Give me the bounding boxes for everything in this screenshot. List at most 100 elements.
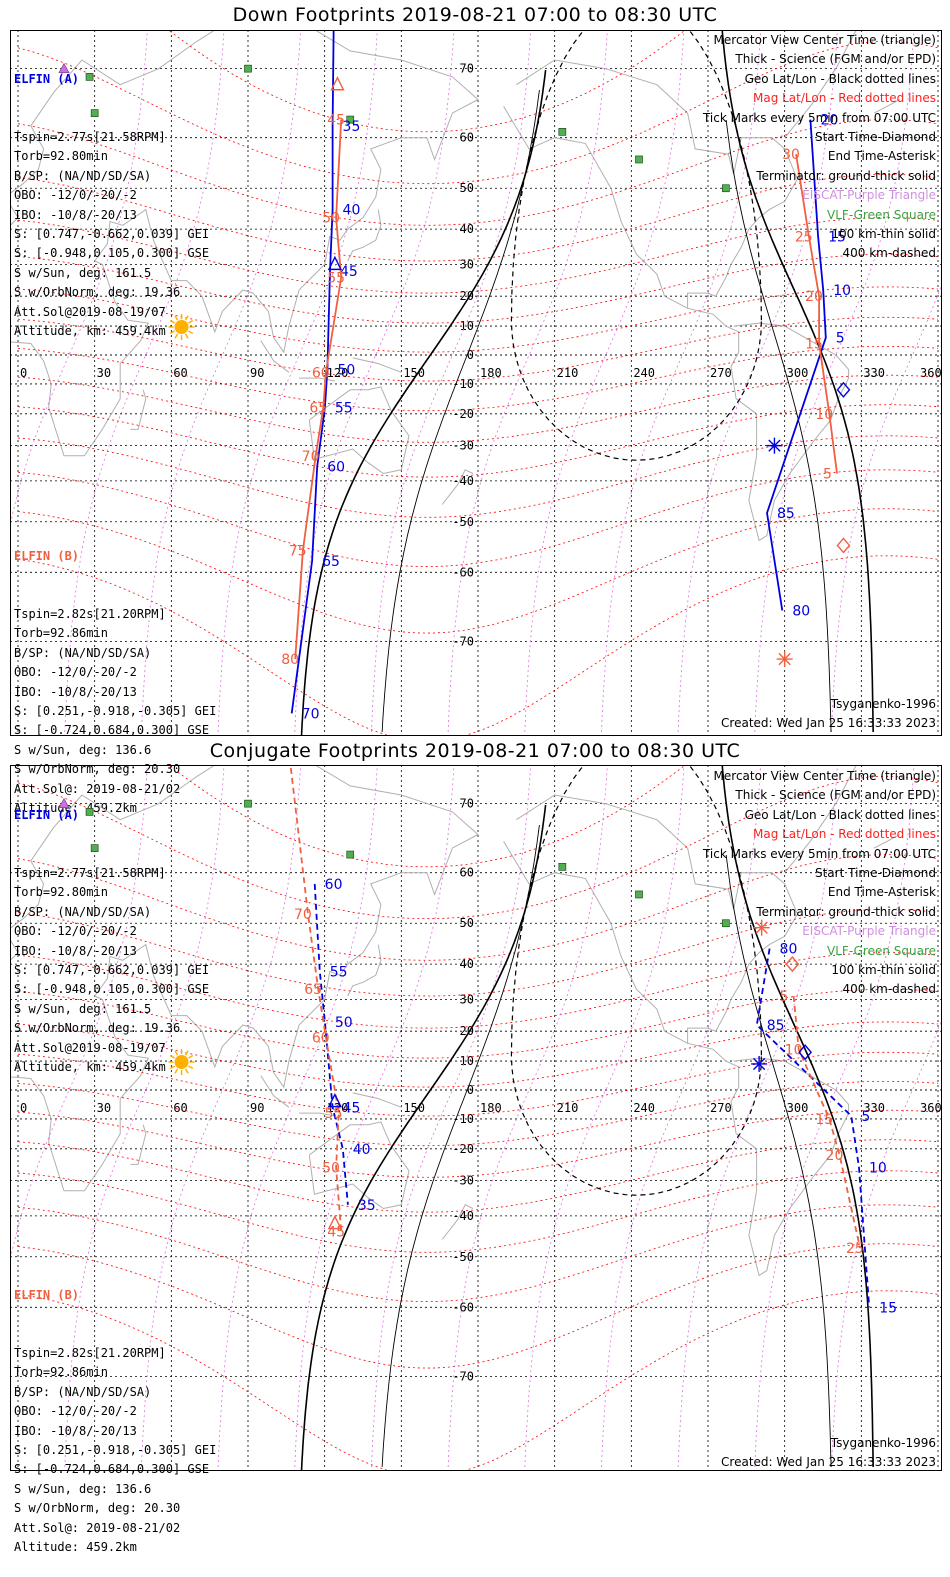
coastline (130, 389, 147, 430)
lat-tick-label: -50 (452, 515, 474, 529)
coastline (10, 260, 150, 457)
coastline (873, 99, 900, 114)
coastline (260, 340, 290, 373)
mag-parallel (17, 508, 939, 634)
track-time-label: 20 (820, 113, 838, 129)
mag-parallel (17, 316, 939, 382)
coastline (347, 944, 382, 997)
track-time-label: 5 (780, 989, 789, 1005)
info-line: Att.Sol@: 2019-08-21/02 (14, 1520, 181, 1535)
mag-parallel (17, 1243, 939, 1369)
coastline (10, 995, 150, 1192)
lon-tick-label: 180 (480, 1101, 502, 1115)
sun-ray (174, 315, 179, 321)
legend-entry: Start Time-Diamond (814, 866, 936, 881)
sun-ray (184, 1050, 189, 1056)
track-time-label: 55 (335, 401, 353, 417)
mag-parallel (17, 1139, 939, 1213)
mag-parallel (17, 119, 939, 226)
elfin-b-end-asterisk (755, 921, 768, 934)
legend-entry: Mag Lat/Lon - Red dotted lines (752, 827, 936, 842)
mag-parallel (17, 374, 939, 443)
track-time-label: 80 (780, 942, 798, 958)
eiscat-triangle (58, 797, 70, 809)
track-time-label: 25 (795, 230, 813, 246)
legend-entry: Terminator: ground-thick solid (756, 904, 936, 919)
info-line: IBO: -10/8/-20/13 (14, 684, 137, 699)
footer-model-down: Tsyganenko-1996 (830, 697, 936, 711)
mag-parallel (17, 217, 939, 294)
lon-tick-label: 300 (787, 1101, 809, 1115)
lon-tick-label: 360 (920, 1101, 942, 1115)
elfin-a-end-asterisk (752, 1057, 766, 1071)
track-time-label: 10 (833, 283, 851, 299)
elfin-a-lines: Tspin=2.77s[21.58RPM] Torb=92.80min B/SP: … (14, 128, 209, 341)
legend-entry: 100 km-thin solid (831, 227, 936, 242)
coastline (347, 209, 382, 262)
mag-parallel (17, 854, 939, 961)
lat-tick-label: 30 (460, 257, 474, 271)
track-time-label: 5 (836, 331, 845, 347)
mag-parallel (167, 30, 686, 133)
track-time-label: 55 (325, 1106, 343, 1122)
elfin-b-track (792, 995, 861, 1249)
track-time-label: 45 (327, 113, 345, 129)
track-time-label: 65 (304, 982, 322, 998)
mag-meridian (600, 30, 762, 736)
legend-entry: 400 km-dashed (842, 246, 936, 261)
mag-meridian (217, 765, 378, 1471)
lon-tick-label: 210 (557, 1101, 579, 1115)
legend-entry: End Time-Asterisk (827, 149, 936, 164)
elfin-b-lines: Tspin=2.82s[21.20RPM] Torb=92.86min B/SP: … (14, 1344, 216, 1557)
info-line: IBO: -10/8/-20/13 (14, 1423, 137, 1438)
elfin-b-start-diamond (785, 956, 800, 973)
track-time-label: 65 (322, 554, 340, 570)
info-line: S: [0.251,-0.918,-0.305] GEI (14, 1443, 217, 1458)
sun-ray (174, 333, 179, 339)
elfin-b-track (795, 154, 838, 474)
vlf-square (90, 844, 99, 852)
track-time-label: 70 (302, 449, 320, 465)
info-line: Tspin=2.82s[21.20RPM] (14, 607, 166, 622)
mag-meridian (140, 30, 302, 736)
track-time-label: 40 (353, 1142, 371, 1158)
sun-icon (174, 1055, 189, 1069)
sun-ray (174, 1050, 179, 1056)
terminator-100km (381, 89, 540, 733)
sun-ray (184, 1068, 189, 1074)
track-time-label: 60 (327, 459, 345, 475)
mag-parallel (17, 988, 939, 1059)
elfin-b-track (294, 119, 343, 660)
info-line: Torb=92.86min (14, 1365, 108, 1380)
track-time-label: 80 (792, 604, 810, 620)
info-line: B/SP: (NA/ND/SD/SA) (14, 904, 152, 919)
track-time-label: 70 (302, 706, 320, 722)
panel-title-conjugate: Conjugate Footprints 2019-08-21 07:00 to… (209, 740, 741, 762)
lon-tick-label: 300 (787, 366, 809, 380)
vlf-square (244, 799, 252, 808)
lon-tick-label: 0 (20, 1101, 27, 1115)
vlf-square (635, 890, 643, 899)
info-line: S: [-0.948,0.105,0.300] GSE (14, 982, 210, 997)
legend-conjugate: Mercator View Center Time (triangle) Thic… (703, 767, 936, 1000)
elfin-a-header: ELFIN (A) (14, 71, 80, 86)
sun-ray (188, 1065, 194, 1070)
info-line: B/SP: (NA/ND/SD/SA) (14, 168, 152, 183)
coastline (441, 1204, 474, 1240)
info-line: S w/Sun, deg: 161.5 (14, 265, 152, 280)
elfin-b-info-conjugate: ELFIN (B) Tspin=2.82s[21.20RPM] Torb=92.8… (14, 1247, 216, 1577)
elfin-a-start-diamond (798, 1044, 813, 1061)
track-time-label: 45 (340, 264, 358, 280)
elfin-b-center-triangle (327, 1214, 343, 1230)
lon-tick-label: 60 (173, 1101, 187, 1115)
mag-meridian (217, 30, 378, 736)
info-line: S: [-0.724,0.684,0.300] GSE (14, 1462, 210, 1477)
mag-meridian (447, 30, 608, 736)
track-time-label: 30 (782, 147, 800, 163)
legend-entry: End Time-Asterisk (827, 885, 936, 900)
elfin-b-track (289, 765, 343, 1232)
legend-entry: Start Time-Diamond (814, 130, 936, 145)
terminator-400km (510, 765, 762, 1196)
info-line: S w/Sun, deg: 136.6 (14, 1481, 152, 1496)
info-line: Att.Sol@2019-08-19/07 (14, 1040, 166, 1055)
